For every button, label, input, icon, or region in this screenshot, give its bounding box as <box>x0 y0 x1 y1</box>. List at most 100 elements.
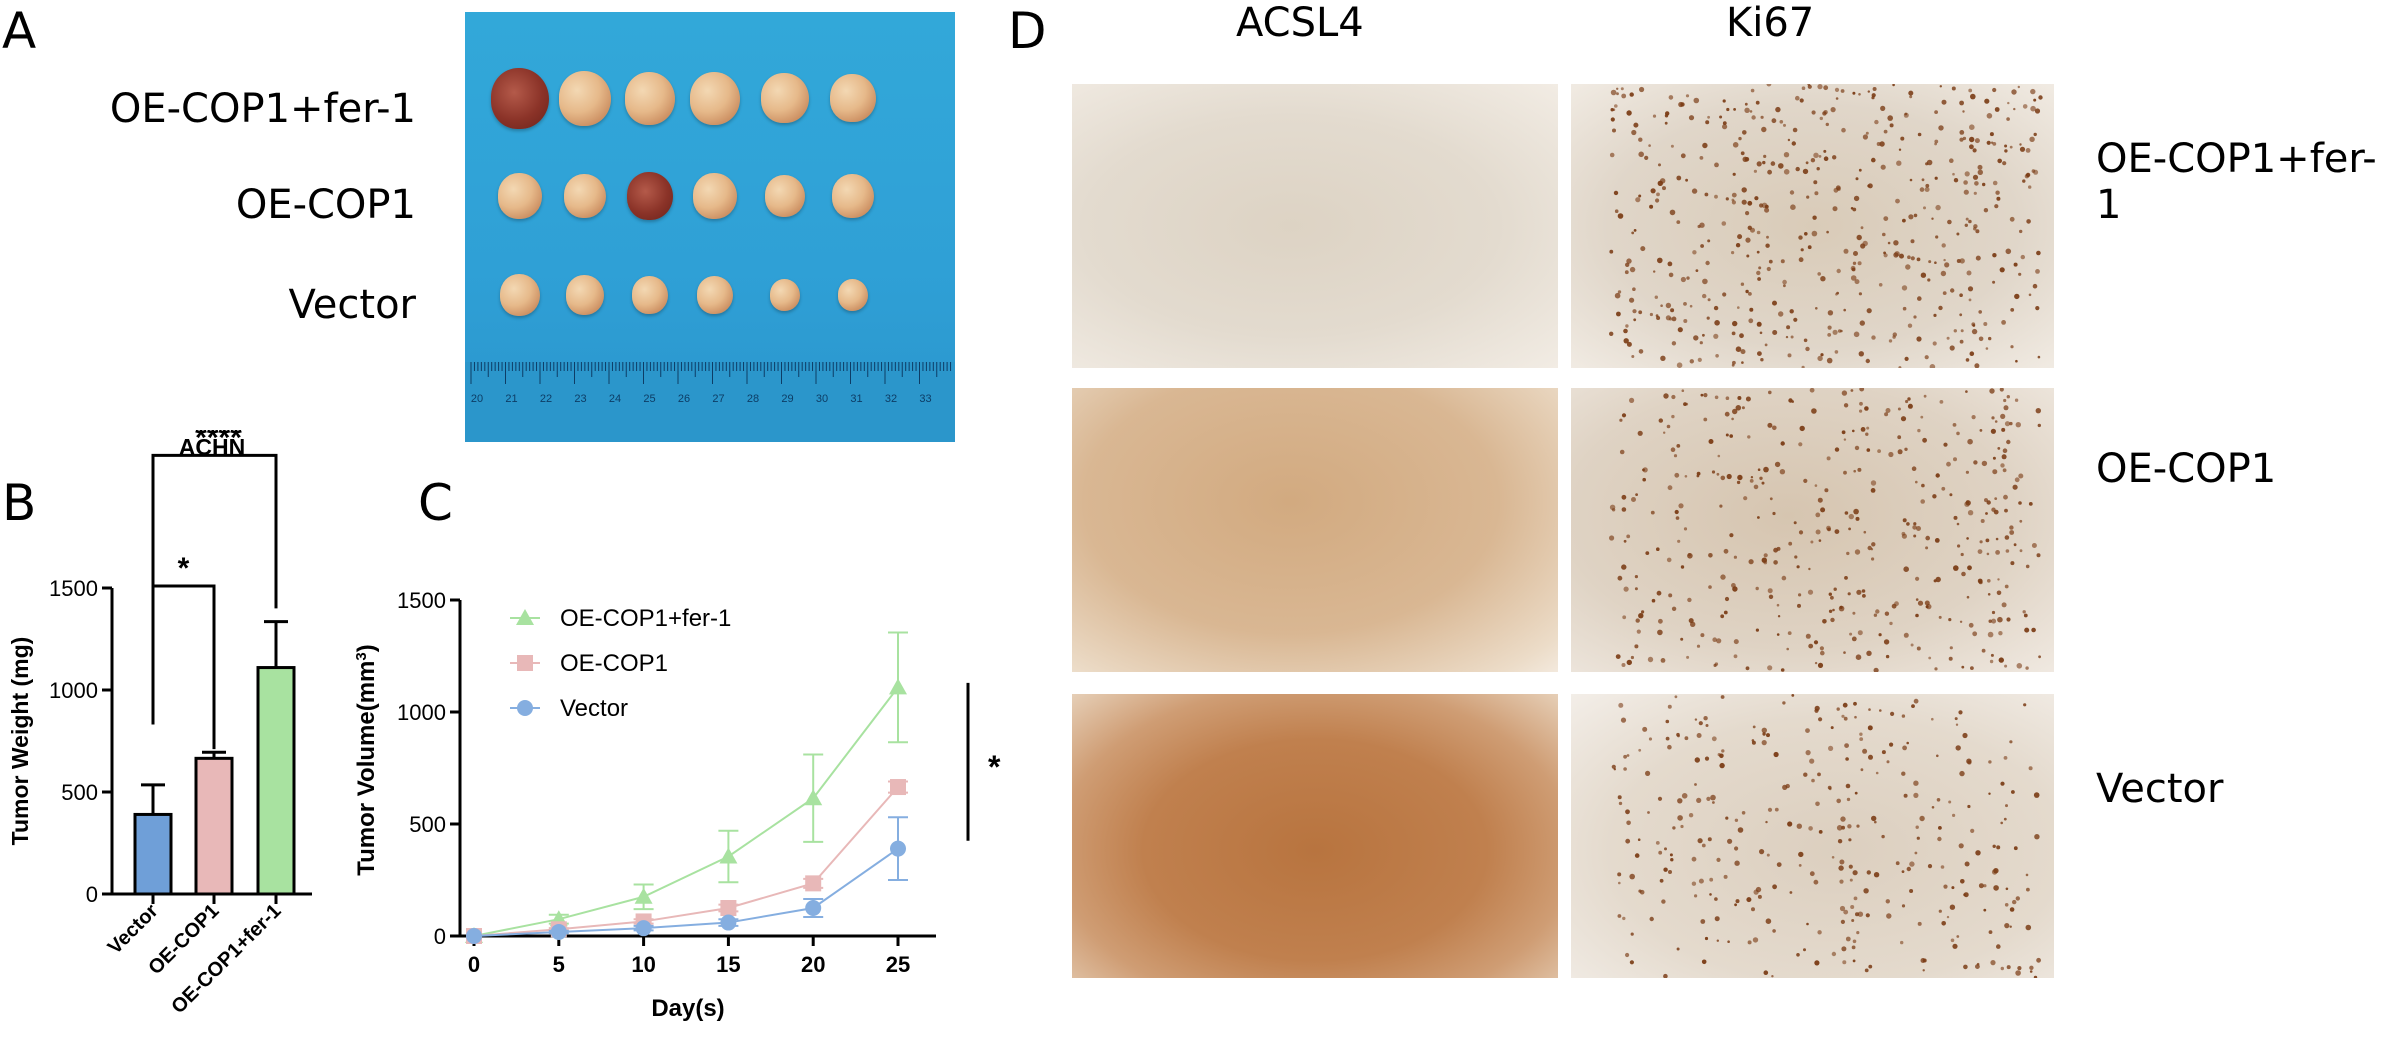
ki67-positive-nucleus <box>1710 794 1716 801</box>
ki67-positive-nucleus <box>1966 537 1969 540</box>
ki67-positive-nucleus <box>1700 244 1704 248</box>
tumor-specimen <box>765 175 805 217</box>
ki67-positive-nucleus <box>1655 841 1660 845</box>
ki67-positive-nucleus <box>1834 447 1840 452</box>
ki67-positive-nucleus <box>1897 435 1902 440</box>
ki67-positive-nucleus <box>1843 248 1849 254</box>
ki67-positive-nucleus <box>1795 95 1800 101</box>
ki67-positive-nucleus <box>1621 93 1627 99</box>
ki67-positive-nucleus <box>2005 804 2008 808</box>
ki67-positive-nucleus <box>1635 197 1641 203</box>
ki67-positive-nucleus <box>1923 394 1927 398</box>
ki67-positive-nucleus <box>1711 736 1717 742</box>
ki67-positive-nucleus <box>1778 163 1784 169</box>
ki67-positive-nucleus <box>1860 427 1866 432</box>
ki67-positive-nucleus <box>1922 969 1925 972</box>
ki67-positive-nucleus <box>1746 254 1750 258</box>
ruler-tick-label: 25 <box>643 393 655 405</box>
ki67-positive-nucleus <box>1714 162 1719 168</box>
ki67-positive-nucleus <box>2023 613 2028 618</box>
ki67-positive-nucleus <box>2036 250 2041 256</box>
ruler-tick-label: 29 <box>781 393 793 405</box>
ki67-positive-nucleus <box>1818 155 1822 158</box>
ki67-positive-nucleus <box>1737 306 1740 309</box>
ki67-positive-nucleus <box>1787 353 1792 358</box>
ki67-positive-nucleus <box>1805 728 1810 733</box>
ki67-positive-nucleus <box>2023 703 2027 707</box>
data-point <box>720 900 737 916</box>
ki67-positive-nucleus <box>1724 596 1730 602</box>
ki67-positive-nucleus <box>1915 576 1920 581</box>
ki67-positive-nucleus <box>1968 298 1972 302</box>
ki67-positive-nucleus <box>2009 907 2015 912</box>
ki67-positive-nucleus <box>1856 589 1862 595</box>
ki67-positive-nucleus <box>1772 300 1777 306</box>
ki67-positive-nucleus <box>1956 522 1960 526</box>
ki67-positive-nucleus <box>1647 656 1654 663</box>
ki67-positive-nucleus <box>1917 428 1921 433</box>
ki67-positive-nucleus <box>1990 960 1996 966</box>
ki67-positive-nucleus <box>1988 930 1993 934</box>
ki67-positive-nucleus <box>1670 308 1675 313</box>
ki67-positive-nucleus <box>1824 488 1829 493</box>
ki67-positive-nucleus <box>1686 655 1690 659</box>
ki67-positive-nucleus <box>1843 438 1847 441</box>
ki67-positive-nucleus <box>1667 261 1673 267</box>
ki67-positive-nucleus <box>1893 252 1899 258</box>
ki67-positive-nucleus <box>1828 745 1834 751</box>
ki67-positive-nucleus <box>1882 232 1886 237</box>
ki67-positive-nucleus <box>1852 959 1856 963</box>
ki67-positive-nucleus <box>1684 736 1689 741</box>
ki67-positive-nucleus <box>1609 504 1616 510</box>
ki67-positive-nucleus <box>1685 402 1689 406</box>
ki67-positive-nucleus <box>1938 305 1943 311</box>
ki67-positive-nucleus <box>1992 87 1997 93</box>
ki67-positive-nucleus <box>1635 493 1638 496</box>
ki67-positive-nucleus <box>1850 275 1857 281</box>
ki67-positive-nucleus <box>1833 587 1837 591</box>
ki67-positive-nucleus <box>1907 403 1913 409</box>
ki67-positive-nucleus <box>1832 608 1835 612</box>
ki67-positive-nucleus <box>1968 219 1972 224</box>
ki67-positive-nucleus <box>1617 795 1622 800</box>
ki67-positive-nucleus <box>1834 529 1840 534</box>
ki67-positive-nucleus <box>1729 434 1733 438</box>
ki67-positive-nucleus <box>1701 959 1707 965</box>
ki67-positive-nucleus <box>1610 89 1617 96</box>
ki67-positive-nucleus <box>1913 315 1917 319</box>
ki67-positive-nucleus <box>1772 330 1778 335</box>
ki67-positive-nucleus <box>1803 772 1808 777</box>
ki67-positive-nucleus <box>1641 610 1645 614</box>
ki67-positive-nucleus <box>1848 513 1854 520</box>
ki67-positive-nucleus <box>1681 389 1685 392</box>
ki67-positive-nucleus <box>1934 176 1938 180</box>
ki67-positive-nucleus <box>1725 433 1729 437</box>
ki67-positive-nucleus <box>1805 161 1809 165</box>
ki67-positive-nucleus <box>2025 924 2032 931</box>
ki67-positive-nucleus <box>1719 762 1725 769</box>
ki67-positive-nucleus <box>1609 535 1615 541</box>
ki67-positive-nucleus <box>1938 125 1944 131</box>
ki67-positive-nucleus <box>1652 114 1657 118</box>
ki67-positive-nucleus <box>1971 415 1976 420</box>
ihc-row-label: OE-COP1+fer-1 <box>2096 136 2377 228</box>
ki67-positive-nucleus <box>1663 973 1668 978</box>
ki67-positive-nucleus <box>1696 733 1702 738</box>
ki67-positive-nucleus <box>1927 278 1931 282</box>
ki67-positive-nucleus <box>1907 397 1911 401</box>
ki67-positive-nucleus <box>2022 610 2026 614</box>
ki67-positive-nucleus <box>1967 438 1973 445</box>
ki67-positive-nucleus <box>1701 843 1706 848</box>
ki67-positive-nucleus <box>1705 724 1709 727</box>
ki67-positive-nucleus <box>1771 118 1777 124</box>
ki67-positive-nucleus <box>1798 851 1804 858</box>
ki67-positive-nucleus <box>2038 655 2041 659</box>
tumor-specimen <box>693 173 737 220</box>
ki67-positive-nucleus <box>1849 632 1853 636</box>
ki67-positive-nucleus <box>1753 169 1757 173</box>
ki67-positive-nucleus <box>1859 409 1863 413</box>
ki67-positive-nucleus <box>1938 909 1942 913</box>
ki67-positive-nucleus <box>1916 336 1922 342</box>
ki67-positive-nucleus <box>1651 598 1656 603</box>
ki67-positive-nucleus <box>1806 195 1810 199</box>
